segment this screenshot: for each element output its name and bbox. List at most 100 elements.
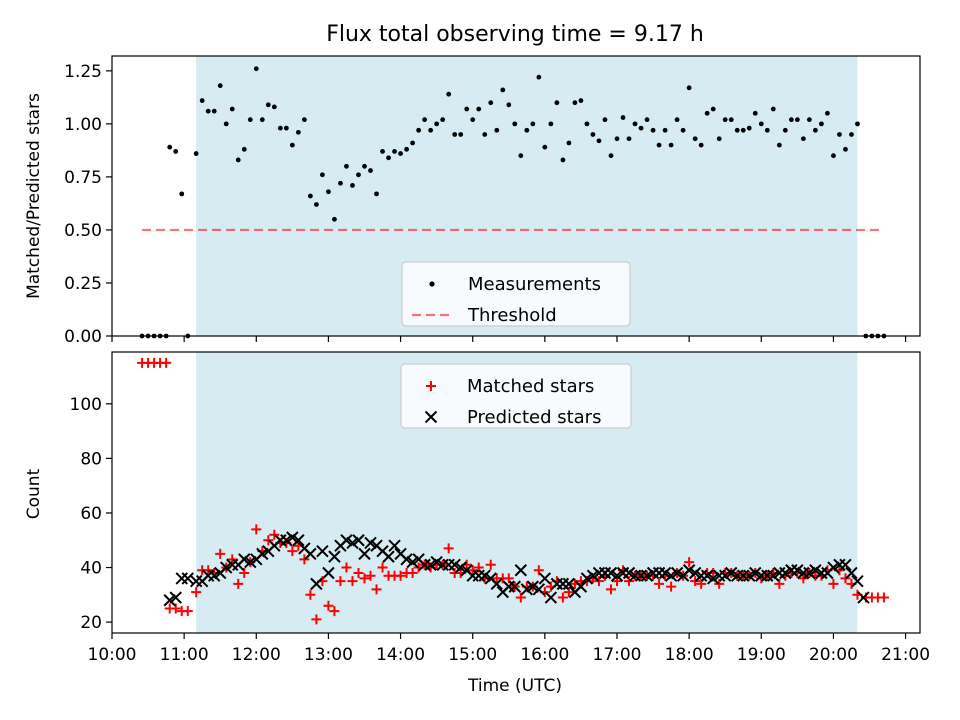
measurement-point: [548, 121, 554, 127]
matched-star-point: [233, 578, 244, 589]
measurement-point: [849, 132, 854, 137]
measurement-point: [307, 193, 313, 199]
matched-star-point: [347, 576, 358, 587]
measurement-point: [488, 100, 494, 106]
measurement-point: [740, 127, 746, 133]
measurement-point: [536, 74, 542, 80]
measurement-point: [662, 127, 668, 133]
measurement-point: [494, 127, 500, 133]
measurement-point: [235, 157, 241, 163]
measurement-point: [265, 102, 271, 108]
measurement-point: [199, 98, 205, 103]
matched-star-point: [443, 543, 454, 554]
measurement-point: [338, 180, 343, 186]
legend-label: Threshold: [467, 305, 557, 326]
predicted-star-point: [310, 577, 323, 591]
legend-box: [401, 261, 631, 327]
matched-star-point: [684, 557, 695, 568]
matched-star-point: [215, 548, 226, 559]
measurement-point: [710, 106, 716, 112]
matched-star-point: [329, 606, 340, 617]
measurement-point: [404, 146, 409, 152]
measurement-point: [788, 117, 794, 123]
measurement-point: [428, 127, 434, 133]
measurement-point: [542, 144, 548, 150]
measurement-point: [572, 100, 578, 106]
y-tick-label: 0.50: [64, 221, 102, 241]
predicted-star-point: [328, 550, 341, 563]
measurement-point: [596, 138, 602, 144]
matched-star-point: [203, 565, 214, 576]
measurement-point: [277, 125, 283, 131]
measurement-point: [554, 100, 560, 106]
measurement-point: [728, 117, 734, 123]
measurement-point: [223, 121, 229, 127]
legend-predicted-marker: [424, 410, 438, 424]
measurement-point: [650, 127, 656, 133]
matched-star-point: [605, 584, 616, 595]
predicted-star-point: [388, 539, 401, 552]
y-tick-label: 80: [80, 449, 102, 469]
matched-star-point: [485, 559, 496, 570]
x-tick-label: 20:00: [809, 645, 858, 665]
matched-star-point: [690, 576, 701, 587]
measurement-point: [205, 108, 211, 114]
matched-star-point: [467, 565, 478, 576]
legend-measurements-marker: [429, 281, 435, 287]
matched-star-point: [666, 581, 677, 592]
legend-label: Predicted stars: [467, 407, 601, 428]
measurement-point: [794, 117, 800, 123]
y-tick-label: 40: [80, 559, 102, 579]
measurement-point: [386, 155, 391, 161]
measurement-point: [692, 136, 698, 142]
x-axis-label: Time (UTC): [467, 676, 562, 696]
measurement-point: [301, 117, 307, 123]
y-tick-label: 0.25: [64, 274, 102, 294]
measurement-point: [776, 142, 782, 148]
matched-star-point: [359, 573, 370, 584]
x-tick-label: 16:00: [520, 645, 569, 665]
measurement-point: [686, 85, 692, 91]
measurement-point: [464, 106, 470, 112]
measurement-point: [530, 121, 536, 127]
measurement-point: [289, 142, 295, 148]
x-tick-label: 19:00: [737, 645, 786, 665]
x-tick-label: 14:00: [376, 645, 425, 665]
x-tick-label: 15:00: [448, 645, 497, 665]
axes-frame: [111, 55, 921, 337]
x-tick-label: 11:00: [160, 645, 209, 665]
matched-star-point: [299, 554, 310, 565]
measurement-point: [422, 117, 428, 123]
matched-star-point: [341, 562, 352, 573]
chart-title: Flux total observing time = 9.17 h: [326, 22, 704, 47]
measurement-point: [211, 108, 217, 114]
measurement-point: [584, 121, 590, 127]
predicted-star-point: [544, 591, 558, 604]
measurement-point: [241, 146, 247, 152]
measurement-point: [452, 132, 458, 137]
y-tick-label: 100: [70, 395, 102, 415]
measurement-point: [179, 191, 185, 197]
measurement-point: [668, 142, 674, 148]
measurement-point: [512, 121, 518, 127]
x-tick-label: 18:00: [665, 645, 714, 665]
measurement-point: [602, 117, 608, 123]
matched-star-point: [323, 600, 334, 611]
predicted-star-point: [358, 547, 371, 561]
matched-star-point: [191, 587, 202, 598]
predicted-star-point: [169, 591, 182, 604]
predicted-star-point: [851, 574, 864, 588]
matched-star-point: [305, 589, 316, 600]
measurement-point: [259, 117, 265, 123]
matched-star-point: [365, 570, 376, 581]
measurement-point: [608, 153, 614, 159]
measurement-point: [620, 115, 626, 120]
matched-star-point: [287, 546, 298, 557]
matched-star-point: [654, 578, 665, 589]
measurement-point: [350, 182, 355, 188]
y-tick-label: 0.75: [64, 168, 102, 188]
matched-star-point: [161, 357, 172, 368]
measurement-point: [458, 132, 464, 137]
measurement-point: [746, 125, 752, 131]
measurement-point: [764, 127, 770, 133]
